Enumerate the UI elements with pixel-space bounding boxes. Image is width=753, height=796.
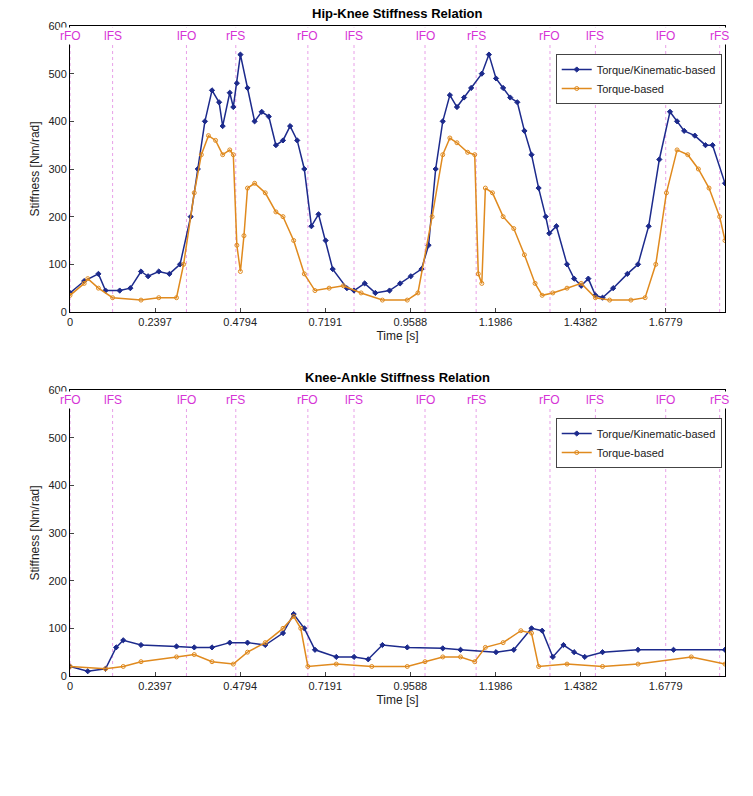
- svg-text:rFS: rFS: [467, 393, 486, 407]
- svg-text:rFO: rFO: [60, 393, 81, 407]
- svg-text:0.9588: 0.9588: [394, 316, 428, 328]
- svg-text:300: 300: [48, 527, 66, 539]
- svg-text:300: 300: [48, 163, 66, 175]
- svg-text:lFO: lFO: [416, 393, 435, 407]
- svg-text:lFS: lFS: [104, 393, 122, 407]
- svg-text:0.2397: 0.2397: [138, 316, 172, 328]
- svg-text:Torque-based: Torque-based: [597, 83, 664, 95]
- svg-text:Stiffness [Nm/rad]: Stiffness [Nm/rad]: [28, 485, 42, 580]
- svg-text:500: 500: [48, 68, 66, 80]
- svg-text:Knee-Ankle Stiffness Relation: Knee-Ankle Stiffness Relation: [305, 370, 490, 385]
- svg-text:Torque/Kinematic-based: Torque/Kinematic-based: [597, 428, 716, 440]
- svg-text:Stiffness [Nm/rad]: Stiffness [Nm/rad]: [28, 121, 42, 216]
- svg-text:1.1986: 1.1986: [479, 680, 513, 692]
- svg-text:lFS: lFS: [586, 29, 604, 43]
- svg-text:rFS: rFS: [226, 393, 245, 407]
- svg-text:0.9588: 0.9588: [394, 680, 428, 692]
- svg-text:600: 600: [48, 384, 66, 396]
- svg-text:1.4382: 1.4382: [564, 316, 598, 328]
- svg-text:rFS: rFS: [710, 393, 729, 407]
- svg-text:0: 0: [67, 680, 73, 692]
- svg-text:lFS: lFS: [345, 29, 363, 43]
- svg-text:1.4382: 1.4382: [564, 680, 598, 692]
- svg-text:rFO: rFO: [60, 29, 81, 43]
- svg-text:1.1986: 1.1986: [479, 316, 513, 328]
- svg-text:rFS: rFS: [226, 29, 245, 43]
- svg-text:rFO: rFO: [539, 393, 560, 407]
- svg-text:Torque-based: Torque-based: [597, 447, 664, 459]
- svg-text:Hip-Knee Stiffness Relation: Hip-Knee Stiffness Relation: [312, 6, 483, 21]
- svg-text:0.2397: 0.2397: [138, 680, 172, 692]
- svg-text:0: 0: [61, 306, 67, 318]
- svg-text:400: 400: [48, 479, 66, 491]
- svg-text:lFO: lFO: [177, 29, 196, 43]
- svg-text:1.6779: 1.6779: [649, 680, 683, 692]
- svg-text:lFO: lFO: [656, 29, 675, 43]
- svg-text:0.4794: 0.4794: [223, 680, 257, 692]
- svg-text:Time [s]: Time [s]: [376, 693, 418, 707]
- svg-text:600: 600: [48, 20, 66, 32]
- svg-text:lFS: lFS: [586, 393, 604, 407]
- svg-text:100: 100: [48, 258, 66, 270]
- svg-text:400: 400: [48, 115, 66, 127]
- svg-text:lFO: lFO: [416, 29, 435, 43]
- svg-text:lFS: lFS: [345, 393, 363, 407]
- svg-text:100: 100: [48, 622, 66, 634]
- svg-text:0.4794: 0.4794: [223, 316, 257, 328]
- svg-text:200: 200: [48, 575, 66, 587]
- svg-text:rFO: rFO: [297, 29, 318, 43]
- svg-text:0.7191: 0.7191: [308, 680, 342, 692]
- svg-text:0.7191: 0.7191: [308, 316, 342, 328]
- svg-text:rFO: rFO: [297, 393, 318, 407]
- svg-text:lFO: lFO: [656, 393, 675, 407]
- svg-text:200: 200: [48, 211, 66, 223]
- svg-text:rFS: rFS: [467, 29, 486, 43]
- svg-text:Time [s]: Time [s]: [376, 329, 418, 343]
- svg-text:lFS: lFS: [104, 29, 122, 43]
- svg-text:Torque/Kinematic-based: Torque/Kinematic-based: [597, 64, 716, 76]
- svg-text:1.6779: 1.6779: [649, 316, 683, 328]
- svg-text:rFO: rFO: [539, 29, 560, 43]
- svg-text:lFO: lFO: [177, 393, 196, 407]
- svg-text:rFS: rFS: [710, 29, 729, 43]
- svg-text:0: 0: [67, 316, 73, 328]
- svg-text:500: 500: [48, 432, 66, 444]
- svg-text:0: 0: [61, 670, 67, 682]
